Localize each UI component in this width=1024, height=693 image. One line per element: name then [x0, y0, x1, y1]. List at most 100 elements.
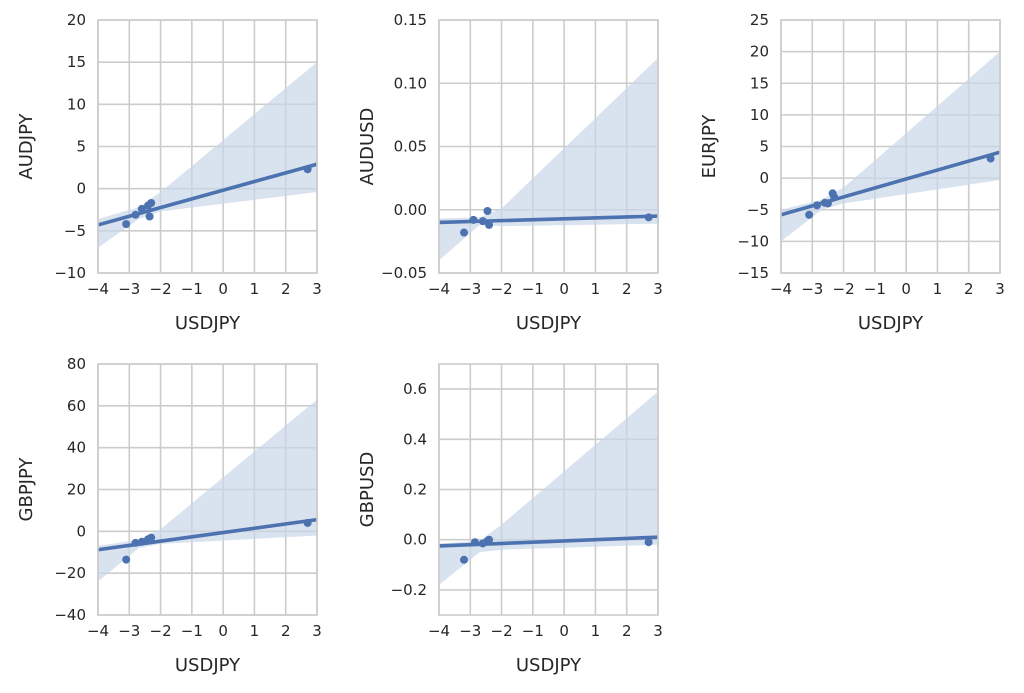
subplot-eurjpy: −4 −3 −2 −1 0 1 2 3−15−10−50510152025USDJPYEURJ… — [699, 11, 1005, 334]
subplot-gbpusd: −4 −3 −2 −1 0 1 2 3 −0.2 0.0 0.2 0.4 0.6 USDJPY GBPUSD — [357, 363, 663, 676]
y-tick-label: 40 — [67, 439, 86, 457]
data-point — [137, 537, 146, 546]
data-point — [122, 555, 131, 564]
data-point — [644, 213, 653, 222]
x-tick-label: 1 — [250, 280, 260, 298]
y-tick-label: −10 — [54, 264, 86, 282]
x-tick-label: −3 — [801, 280, 823, 298]
y-tick-label: −10 — [737, 232, 769, 250]
data-point — [830, 193, 839, 202]
y-tick-label: 0 — [76, 522, 86, 540]
axes-frame — [97, 363, 318, 616]
x-axis-label: USDJPY — [516, 655, 582, 676]
y-tick-label: 20 — [67, 481, 86, 499]
x-tick-label: 0 — [218, 622, 228, 640]
data-point — [485, 535, 494, 544]
axes-frame — [438, 363, 659, 616]
data-point — [460, 555, 469, 564]
y-tick-label: −5 — [64, 222, 86, 240]
y-tick-label: −0.05 — [381, 264, 427, 282]
x-tick-label: −2 — [833, 280, 855, 298]
data-point — [131, 538, 140, 547]
y-tick-label: 5 — [759, 138, 769, 156]
x-tick-label: −4 — [87, 280, 109, 298]
x-tick-label: 1 — [933, 280, 943, 298]
x-tick-label: 1 — [591, 622, 601, 640]
x-tick-label: −2 — [491, 280, 513, 298]
data-point — [137, 204, 146, 213]
y-axis-label: AUDJPY — [16, 112, 37, 179]
y-tick-label: 15 — [750, 74, 769, 92]
data-point — [469, 215, 478, 224]
y-tick-label: 20 — [67, 11, 86, 29]
y-tick-label: 0.00 — [394, 201, 427, 219]
data-point — [145, 212, 154, 221]
x-tick-label: 3 — [312, 280, 322, 298]
x-tick-label: −2 — [150, 280, 172, 298]
x-tick-label: 2 — [964, 280, 974, 298]
y-tick-label: 10 — [750, 106, 769, 124]
data-point — [485, 220, 494, 229]
x-tick-label: −1 — [181, 280, 203, 298]
data-point — [147, 199, 156, 208]
y-tick-label: 5 — [76, 138, 86, 156]
x-tick-label: 2 — [281, 280, 291, 298]
y-tick-label: 0.10 — [394, 74, 427, 92]
y-axis-label: AUDUSD — [357, 108, 378, 186]
x-tick-label: −4 — [428, 280, 450, 298]
x-tick-label: −2 — [491, 622, 513, 640]
data-point — [122, 220, 131, 229]
data-point — [147, 533, 156, 542]
x-tick-label: −4 — [770, 280, 792, 298]
x-tick-label: 3 — [653, 280, 663, 298]
y-tick-label: 0.6 — [403, 380, 427, 398]
y-tick-label: 80 — [67, 355, 86, 373]
data-point — [986, 154, 995, 163]
subplot-audusd: −4 −3 −2 −1 0 1 2 3 −0.05 0.00 0.05 0.10 0.15 USDJPY A… — [357, 11, 663, 334]
y-tick-label: 0.2 — [403, 481, 427, 499]
x-tick-label: 3 — [312, 622, 322, 640]
data-point — [131, 210, 140, 219]
y-tick-label: 0.0 — [403, 531, 427, 549]
y-tick-label: 0.4 — [403, 430, 427, 448]
y-tick-label: 0 — [76, 180, 86, 198]
axes-frame — [780, 19, 1001, 274]
x-tick-label: 2 — [281, 622, 291, 640]
x-tick-label: −4 — [428, 622, 450, 640]
y-tick-label: −40 — [54, 606, 86, 624]
y-tick-label: −0.2 — [391, 581, 427, 599]
y-tick-label: 0 — [759, 169, 769, 187]
subplot-gbpjpy: −4 −3 −2 −1 0 1 2 3 −40 −20 0 20 40 60 80 USDJPY GBPJPY — [16, 355, 322, 676]
x-tick-label: −3 — [118, 622, 140, 640]
y-tick-label: 15 — [67, 53, 86, 71]
y-tick-label: −5 — [747, 201, 769, 219]
data-point — [483, 207, 492, 216]
x-axis-label: USDJPY — [516, 313, 582, 334]
y-axis-label: GBPUSD — [357, 452, 378, 528]
x-axis-label: USDJPY — [858, 313, 924, 334]
y-axis-label: EURJPY — [699, 114, 720, 179]
x-tick-label: −2 — [150, 622, 172, 640]
x-tick-label: 0 — [559, 622, 569, 640]
x-tick-label: −3 — [459, 280, 481, 298]
x-axis-label: USDJPY — [175, 313, 241, 334]
x-tick-label: 2 — [622, 622, 632, 640]
y-tick-label: 60 — [67, 397, 86, 415]
x-tick-label: −1 — [522, 622, 544, 640]
y-tick-label: 20 — [750, 43, 769, 61]
data-point — [812, 201, 821, 210]
confidence-band — [439, 58, 658, 261]
confidence-band — [439, 391, 658, 585]
x-tick-label: −1 — [522, 280, 544, 298]
x-tick-label: 1 — [591, 280, 601, 298]
y-axis-label: GBPJPY — [16, 457, 37, 522]
data-point — [805, 210, 814, 219]
x-tick-label: 3 — [995, 280, 1005, 298]
x-tick-label: 3 — [653, 622, 663, 640]
x-tick-label: 0 — [901, 280, 911, 298]
data-point — [303, 165, 312, 174]
data-point — [460, 228, 469, 237]
